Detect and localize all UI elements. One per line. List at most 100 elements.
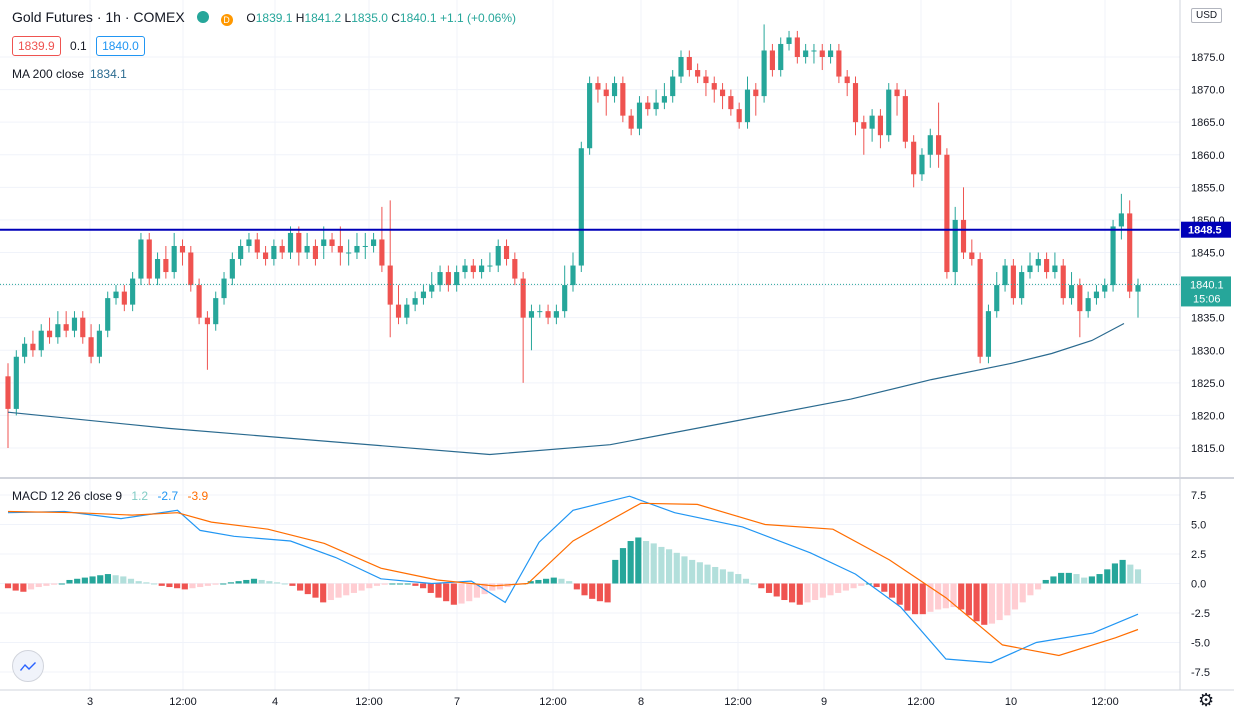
histogram-bar bbox=[127, 578, 135, 584]
candle-body bbox=[437, 272, 443, 286]
histogram-bar bbox=[681, 556, 688, 584]
histogram-bar bbox=[1011, 583, 1019, 610]
histogram-bar bbox=[174, 583, 181, 589]
candle-body bbox=[1127, 213, 1133, 292]
symbol-title[interactable]: Gold Futures · 1h · COMEX bbox=[12, 9, 185, 25]
candle-body bbox=[678, 57, 684, 77]
time-tick-label: 7 bbox=[454, 696, 460, 708]
price-tick-label: 1835.0 bbox=[1191, 313, 1225, 325]
chart-header: Gold Futures · 1h · COMEX D O1839.1 H184… bbox=[12, 9, 516, 26]
price-tick-label: 1845.0 bbox=[1191, 248, 1225, 260]
candle-body bbox=[670, 76, 676, 97]
histogram-bar bbox=[1058, 572, 1065, 584]
histogram-bar bbox=[320, 583, 327, 603]
close-key: C bbox=[391, 11, 400, 25]
histogram-bar bbox=[819, 583, 826, 598]
buy-button[interactable]: 1840.0 bbox=[96, 36, 145, 56]
candle-body bbox=[778, 43, 784, 71]
histogram-bar bbox=[66, 579, 73, 584]
macd-tick-label: -5.0 bbox=[1191, 638, 1210, 650]
candle-body bbox=[495, 245, 501, 266]
candle-body bbox=[279, 245, 285, 253]
ma-legend[interactable]: MA 200 close 1834.1 bbox=[12, 67, 127, 81]
histogram-bar bbox=[389, 583, 396, 585]
histogram-bar bbox=[1096, 574, 1103, 584]
histogram-bar bbox=[250, 578, 258, 584]
macd-hist-value: 1.2 bbox=[131, 489, 149, 503]
candle-body bbox=[852, 83, 859, 123]
histogram-bar bbox=[650, 543, 657, 584]
ohlc-values: O1839.1 H1841.2 L1835.0 C1840.1 +1.1 (+0… bbox=[246, 11, 516, 25]
histogram-bar bbox=[227, 582, 234, 584]
candle-body bbox=[537, 311, 543, 313]
macd-axis[interactable]: 7.5 5.0 2.5 0.0 -2.5 -5.0 -7.5 bbox=[1191, 490, 1210, 679]
histogram-bar bbox=[1073, 574, 1080, 584]
histogram-bar bbox=[666, 549, 673, 584]
price-axis[interactable]: 1815.01820.01825.01830.01835.01840.01845… bbox=[1191, 52, 1225, 455]
candle-body bbox=[628, 115, 634, 129]
tradingview-logo-icon[interactable] bbox=[12, 650, 44, 682]
low-key: L bbox=[344, 11, 352, 25]
histogram-bar bbox=[496, 583, 504, 590]
candle-body bbox=[1135, 285, 1141, 292]
histogram-bar bbox=[27, 583, 35, 590]
histogram-bar bbox=[304, 583, 311, 595]
histogram-bar bbox=[74, 578, 81, 584]
candle-body bbox=[661, 96, 667, 103]
time-axis[interactable]: 3 12:00 4 12:00 7 12:00 8 12:00 9 12:00 10 12:00 bbox=[87, 696, 1119, 708]
candle-body bbox=[420, 291, 427, 299]
histogram-bar bbox=[1111, 563, 1119, 584]
histogram-bar bbox=[120, 576, 127, 584]
candle-body bbox=[836, 50, 842, 77]
candle-body bbox=[329, 239, 335, 246]
candle-body bbox=[163, 259, 169, 273]
macd-tick-label: -2.5 bbox=[1191, 608, 1210, 620]
sell-button[interactable]: 1839.9 bbox=[12, 36, 61, 56]
candle-body bbox=[229, 259, 235, 279]
candle-body bbox=[1002, 265, 1008, 286]
close-value: 1840.1 bbox=[399, 11, 437, 25]
candle-body bbox=[728, 96, 734, 110]
histogram-bar bbox=[742, 578, 750, 584]
candle-body bbox=[653, 102, 659, 110]
candle-body bbox=[1019, 272, 1025, 299]
currency-badge[interactable]: USD bbox=[1191, 8, 1223, 23]
countdown-label: 15:06 bbox=[1193, 293, 1221, 305]
macd-tick-label: 2.5 bbox=[1191, 549, 1206, 561]
candle-body bbox=[462, 265, 468, 273]
gear-icon[interactable]: ⚙ bbox=[1198, 690, 1215, 710]
open-key: O bbox=[246, 11, 256, 25]
macd-line-value: -2.7 bbox=[157, 489, 179, 503]
candle-body bbox=[362, 245, 368, 247]
histogram-bar bbox=[543, 578, 550, 584]
market-open-dot bbox=[196, 11, 209, 23]
histogram-bar bbox=[443, 583, 450, 602]
histogram-bar bbox=[527, 581, 534, 584]
macd-tick-label: 5.0 bbox=[1191, 520, 1206, 532]
macd-line bbox=[7, 495, 1139, 664]
histogram-bar bbox=[343, 583, 350, 596]
histogram-bar bbox=[619, 548, 627, 584]
histogram-bar bbox=[220, 583, 227, 585]
candle-body bbox=[528, 311, 535, 318]
candle-body bbox=[877, 115, 884, 136]
histogram-bar bbox=[1004, 583, 1011, 616]
histogram-bar bbox=[988, 583, 996, 624]
histogram-bar bbox=[243, 579, 250, 584]
histogram-bar bbox=[1081, 577, 1088, 584]
candle-body bbox=[38, 330, 44, 351]
candle-body bbox=[188, 252, 194, 286]
candle-body bbox=[346, 252, 352, 254]
candle-body bbox=[503, 245, 510, 260]
macd-legend[interactable]: MACD 12 26 close 9 1.2 -2.7 -3.9 bbox=[12, 489, 208, 503]
open-value: 1839.1 bbox=[255, 11, 293, 25]
macd-signal-value: -3.9 bbox=[187, 489, 209, 503]
histogram-bar bbox=[197, 583, 204, 588]
candle-body bbox=[794, 37, 800, 57]
bid-ask-panel: 1839.9 0.1 1840.0 bbox=[12, 36, 145, 56]
histogram-bar bbox=[97, 575, 104, 584]
macd-tick-label: 0.0 bbox=[1191, 579, 1206, 591]
histogram-bar bbox=[1088, 576, 1095, 584]
candle-body bbox=[445, 272, 451, 286]
